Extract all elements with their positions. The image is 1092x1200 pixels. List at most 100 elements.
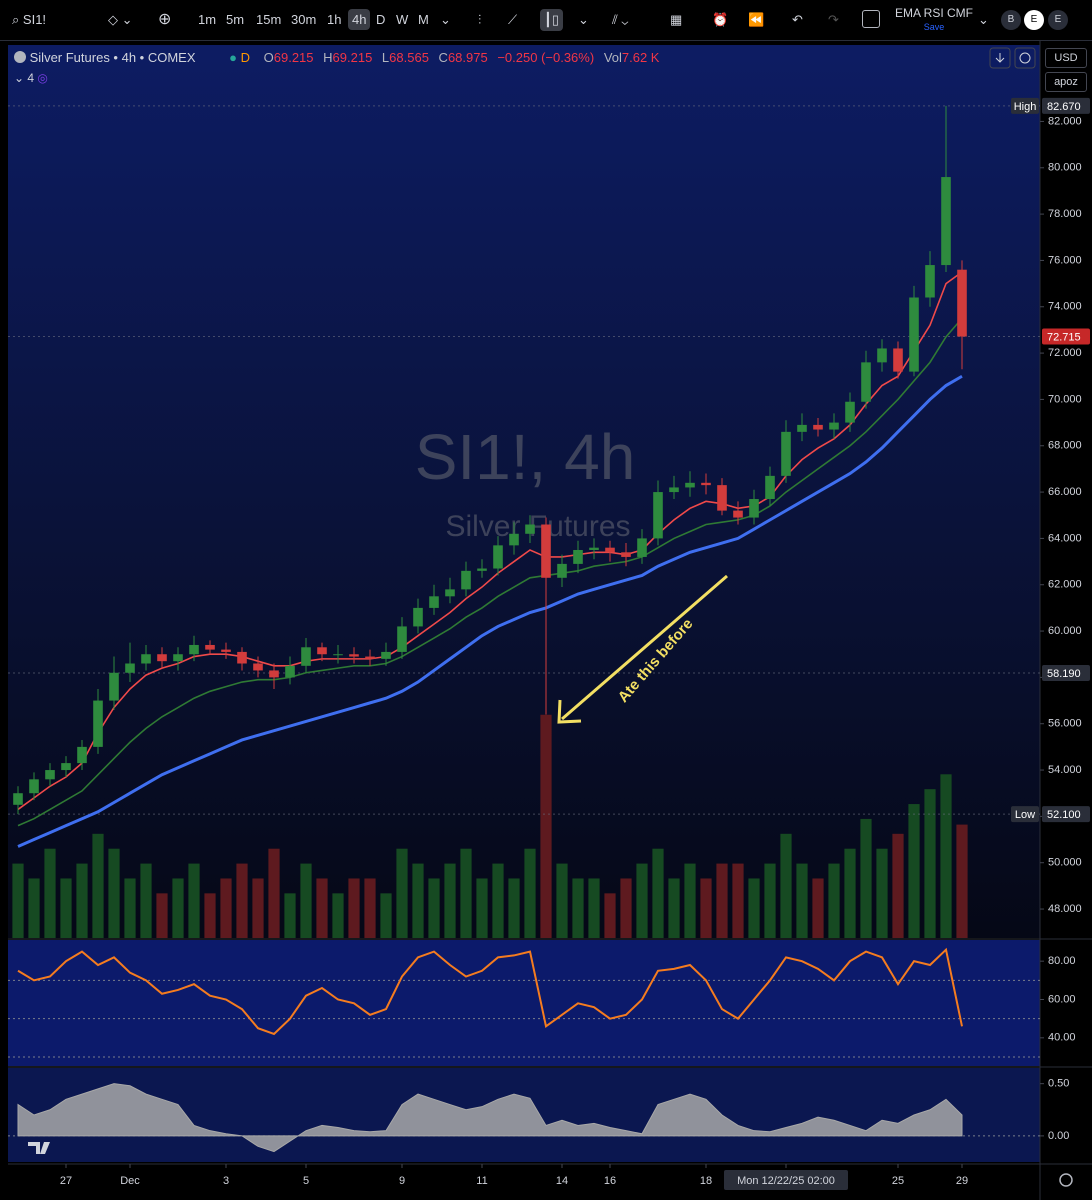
- interval[interactable]: 30m: [291, 12, 317, 27]
- interval[interactable]: W: [396, 12, 409, 27]
- interval[interactable]: 1m: [198, 12, 217, 27]
- candle-body: [285, 665, 295, 678]
- indicators[interactable]: ⫽ ⌄: [612, 12, 629, 27]
- volume-bar: [940, 774, 952, 938]
- x-tick-label: 14: [556, 1175, 568, 1187]
- y-tick-label: 60.000: [1048, 625, 1082, 637]
- candle-body: [477, 568, 487, 571]
- candle-body: [573, 549, 583, 564]
- legend-badge: D: [240, 50, 250, 65]
- ema-line: [17, 374, 963, 848]
- add-symbol[interactable]: ⊕: [158, 11, 172, 28]
- y-tick-label: 60.00: [1048, 993, 1076, 1005]
- scale-name[interactable]: apoz: [1045, 72, 1087, 92]
- symbol-search[interactable]: ⌕ SI1!: [12, 12, 47, 27]
- candle-body: [461, 570, 471, 590]
- x-tick-label: 29: [956, 1175, 968, 1187]
- layout-name[interactable]: EMA RSI CMF Save: [895, 6, 973, 34]
- candle-body: [941, 177, 951, 266]
- candle-body: [925, 265, 935, 298]
- candle-body: [717, 485, 727, 511]
- replay[interactable]: ⏪: [748, 12, 765, 27]
- save-label: Save: [923, 22, 945, 32]
- redo[interactable]: ↷: [828, 12, 839, 27]
- volume-bar: [684, 863, 696, 938]
- volume-bar: [108, 848, 120, 938]
- candle-body: [957, 269, 967, 337]
- candle-style[interactable]: ┃▯: [540, 9, 563, 31]
- x-tick-label: 16: [604, 1175, 616, 1187]
- volume-bar: [380, 893, 392, 938]
- candle-body: [13, 793, 23, 805]
- watermark-name: Silver Futures: [445, 510, 630, 543]
- main-pane: [8, 45, 1040, 938]
- candle-body: [109, 672, 119, 701]
- watermark-symbol: SI1!, 4h: [415, 421, 636, 493]
- candle-body: [605, 547, 615, 553]
- ohlc-value: 68.975: [447, 50, 488, 65]
- interval[interactable]: 15m: [256, 12, 282, 27]
- volume-bar: [876, 848, 888, 938]
- interval-active[interactable]: 4h: [348, 9, 371, 30]
- legend-title[interactable]: Silver Futures • 4h • COMEX: [29, 50, 196, 65]
- settings-icon[interactable]: [1059, 1173, 1073, 1187]
- bar-style[interactable]: ⫶: [478, 12, 482, 27]
- y-tick-label: 68.000: [1048, 440, 1082, 452]
- volume-bar: [428, 878, 440, 938]
- interval[interactable]: M: [418, 12, 429, 27]
- ohlc-key: O: [263, 50, 274, 65]
- watchlist-button[interactable]: ◇ ⌄: [108, 12, 133, 27]
- interval[interactable]: 1h: [327, 12, 342, 27]
- user-button[interactable]: B: [1001, 10, 1021, 30]
- candle-body: [189, 644, 199, 655]
- style-menu[interactable]: ⌄: [578, 12, 589, 27]
- layout-icon[interactable]: [862, 10, 880, 28]
- volume-bar: [12, 863, 24, 938]
- rsi-line: [17, 947, 963, 1036]
- volume-bar: [716, 863, 728, 938]
- candle-body: [557, 563, 567, 578]
- candle-body: [701, 482, 711, 486]
- volume-bar: [172, 878, 184, 938]
- candle-body: [77, 746, 87, 764]
- reset-button[interactable]: [1014, 47, 1036, 69]
- interval-menu[interactable]: ⌄: [440, 12, 451, 27]
- volume-bar: [348, 878, 360, 938]
- candle-body: [829, 422, 839, 430]
- indicator-count: 4: [27, 71, 35, 85]
- interval[interactable]: 5m: [226, 12, 245, 27]
- volume-bar: [812, 878, 824, 938]
- undo[interactable]: ↶: [792, 12, 803, 27]
- user-button[interactable]: E: [1048, 10, 1068, 30]
- x-tick-label: 25: [892, 1175, 904, 1187]
- user-button[interactable]: E: [1024, 10, 1044, 30]
- crosshair-label-box: [724, 1170, 848, 1190]
- volume-bar: [124, 878, 136, 938]
- interval[interactable]: D: [376, 12, 386, 27]
- layouts[interactable]: ▦: [670, 12, 683, 27]
- volume-bar: [188, 863, 200, 938]
- legend-row: Silver Futures • 4h • COMEX ● D O69.215 …: [14, 50, 665, 65]
- price-name-box: [1011, 97, 1039, 114]
- layout-menu[interactable]: ⌄: [978, 12, 989, 27]
- candle-body: [413, 607, 423, 627]
- candle-body: [525, 524, 535, 534]
- currency[interactable]: USD: [1045, 48, 1087, 68]
- ohlc-value: 69.215: [273, 50, 314, 65]
- symbol: SI1!: [22, 12, 47, 27]
- alert[interactable]: ⏰: [712, 12, 729, 27]
- line-style[interactable]: ⟋: [508, 12, 518, 27]
- volume-bar: [636, 863, 648, 938]
- volume-bar: [748, 878, 760, 938]
- volume-bar: [828, 863, 840, 938]
- ema-line: [17, 317, 963, 827]
- scroll-button[interactable]: [989, 47, 1011, 69]
- volume-bar: [924, 789, 936, 938]
- y-tick-label: 66.000: [1048, 486, 1082, 498]
- candle-body: [301, 647, 311, 666]
- x-tick-label: Dec: [120, 1175, 140, 1187]
- volume-bar: [332, 893, 344, 938]
- legend: Silver Futures • 4h • COMEX ● D O69.215 …: [14, 50, 665, 85]
- indicators-row[interactable]: ⌄ 4 ◎: [14, 71, 48, 85]
